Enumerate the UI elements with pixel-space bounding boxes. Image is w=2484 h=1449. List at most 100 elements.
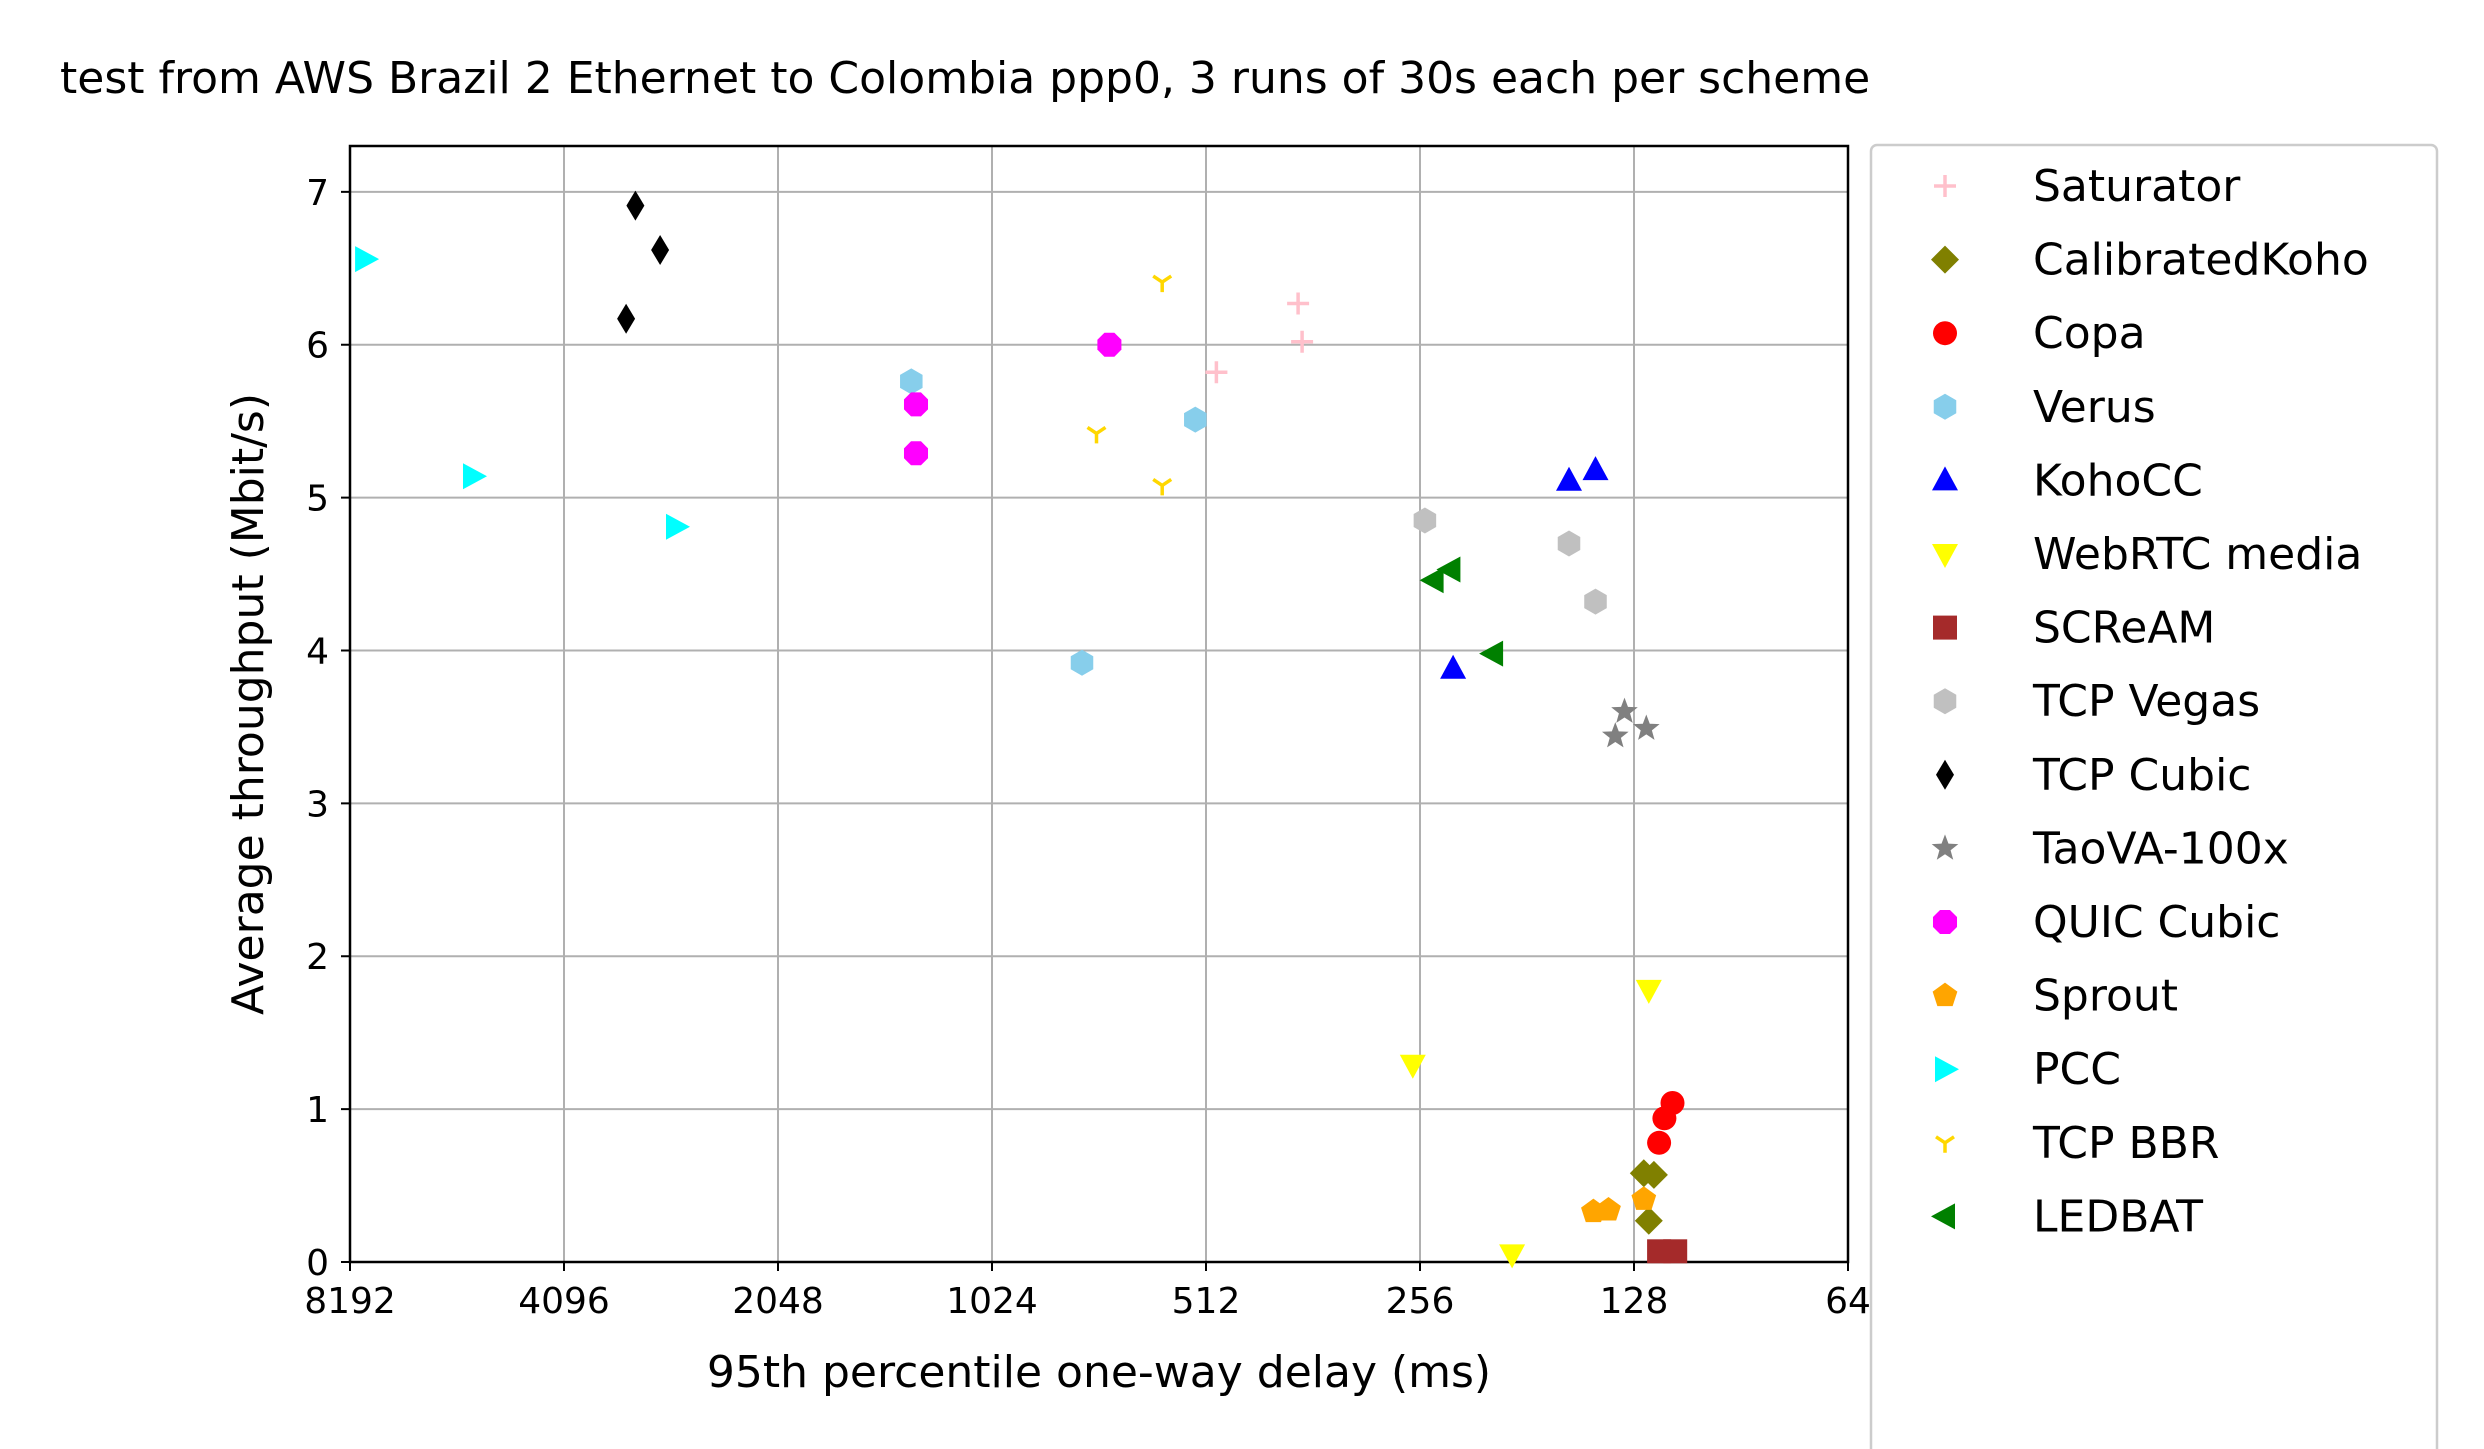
legend: Saturator CalibratedKoho Copa Verus KohoCC We… [1931, 161, 2369, 1242]
data-point [1152, 274, 1173, 293]
x-tick-label: 512 [1172, 1281, 1241, 1322]
legend-box [1869, 143, 2439, 1449]
data-point [1440, 654, 1467, 679]
x-axis-label: 95th percentile one-way delay (ms) [707, 1347, 1491, 1398]
series-ledbat [1419, 556, 1504, 667]
y-tick-label: 0 [306, 1243, 329, 1284]
legend-item: Copa [1933, 308, 2146, 359]
legend-label: Saturator [2033, 161, 2241, 212]
y-tick-label: 7 [306, 173, 329, 214]
legend-label: TaoVA-100x [2032, 823, 2289, 874]
series-webrtc-media [1399, 979, 1662, 1269]
legend-marker [1933, 321, 1957, 346]
data-point [1419, 567, 1444, 594]
series-tcp-cubic [617, 190, 670, 334]
data-point [1647, 1239, 1672, 1264]
data-point [1399, 1054, 1426, 1079]
series-tcp-vegas [1413, 507, 1607, 615]
data-point [1070, 649, 1094, 676]
data-point [1556, 466, 1582, 491]
y-tick-label: 4 [306, 631, 329, 672]
series-tcp-bbr [1086, 274, 1173, 496]
legend-marker [1931, 245, 1959, 274]
series-taova-100x [1601, 697, 1660, 748]
legend-label: Sprout [2033, 971, 2178, 1022]
y-tick-label: 2 [306, 937, 329, 978]
series-quic-cubic [903, 332, 1122, 466]
chart-title: test from AWS Brazil 2 Ethernet to Colom… [60, 53, 1870, 104]
x-tick-label: 1024 [946, 1281, 1038, 1322]
legend-item: TCP Cubic [1936, 750, 2252, 801]
data-point [666, 513, 690, 540]
data-point [1413, 507, 1437, 534]
data-point [1611, 697, 1638, 723]
data-point [463, 463, 487, 490]
data-points [355, 190, 1688, 1269]
data-point [1632, 714, 1660, 740]
legend-item: TCP Vegas [1933, 676, 2260, 727]
y-tick-label: 3 [306, 784, 329, 825]
legend-marker [1932, 982, 1958, 1007]
data-point [1086, 425, 1107, 444]
legend-item: TCP BBR [1935, 1118, 2219, 1169]
data-point [1287, 292, 1310, 315]
legend-item: KohoCC [1932, 455, 2203, 506]
legend-item: WebRTC media [1932, 529, 2362, 580]
data-point [1152, 477, 1173, 496]
data-point [1205, 361, 1228, 384]
legend-label: LEDBAT [2033, 1191, 2203, 1242]
legend-marker [1935, 1135, 1955, 1153]
legend-item: Sprout [1932, 971, 2178, 1022]
plot-area [348, 144, 1850, 1264]
legend-label: TCP Cubic [2032, 750, 2252, 801]
legend-label: Verus [2033, 382, 2156, 433]
series-verus [900, 368, 1207, 676]
legend-marker [1932, 909, 1958, 935]
legend-marker [1932, 466, 1958, 491]
data-point [626, 190, 645, 221]
data-point [903, 392, 929, 417]
data-point [1601, 722, 1629, 748]
legend-label: CalibratedKoho [2033, 235, 2369, 286]
x-tick-label: 128 [1600, 1281, 1669, 1322]
legend-marker [1933, 393, 1957, 420]
data-point [1631, 1186, 1657, 1210]
data-point [900, 368, 923, 395]
data-point [1647, 1130, 1672, 1155]
series-sprout [1581, 1186, 1657, 1223]
data-point [1097, 332, 1122, 357]
data-point [1499, 1244, 1526, 1269]
data-point [1291, 330, 1314, 353]
x-tick-label: 4096 [518, 1281, 610, 1322]
data-point [1557, 530, 1581, 557]
data-point [1584, 588, 1607, 615]
x-tick-label: 2048 [732, 1281, 824, 1322]
series-pcc [355, 246, 690, 540]
data-point [651, 235, 670, 265]
data-point [355, 246, 380, 273]
legend-marker [1935, 1056, 1959, 1083]
legend-marker [1933, 688, 1957, 715]
legend-marker [1933, 615, 1957, 640]
x-tick-label: 64 [1825, 1281, 1871, 1322]
series-saturator [1205, 292, 1314, 384]
data-point [1479, 640, 1504, 667]
series-copa [1647, 1091, 1685, 1155]
legend-label: Copa [2033, 308, 2146, 359]
legend-item: LEDBAT [1931, 1191, 2203, 1242]
data-point [1635, 979, 1662, 1004]
legend-label: WebRTC media [2033, 529, 2362, 580]
legend-label: KohoCC [2033, 455, 2203, 506]
legend-item: Verus [1933, 382, 2156, 433]
y-axis-label: Average throughput (Mbit/s) [223, 393, 274, 1015]
legend-label: SCReAM [2033, 603, 2215, 654]
data-point [1582, 456, 1609, 481]
data-point [1652, 1106, 1677, 1131]
legend-item: CalibratedKoho [1931, 235, 2369, 286]
legend-label: PCC [2033, 1044, 2121, 1095]
legend-marker [1932, 544, 1958, 568]
data-point [1184, 406, 1207, 433]
y-tick-label: 1 [306, 1090, 329, 1131]
series-kohocc [1440, 456, 1609, 679]
